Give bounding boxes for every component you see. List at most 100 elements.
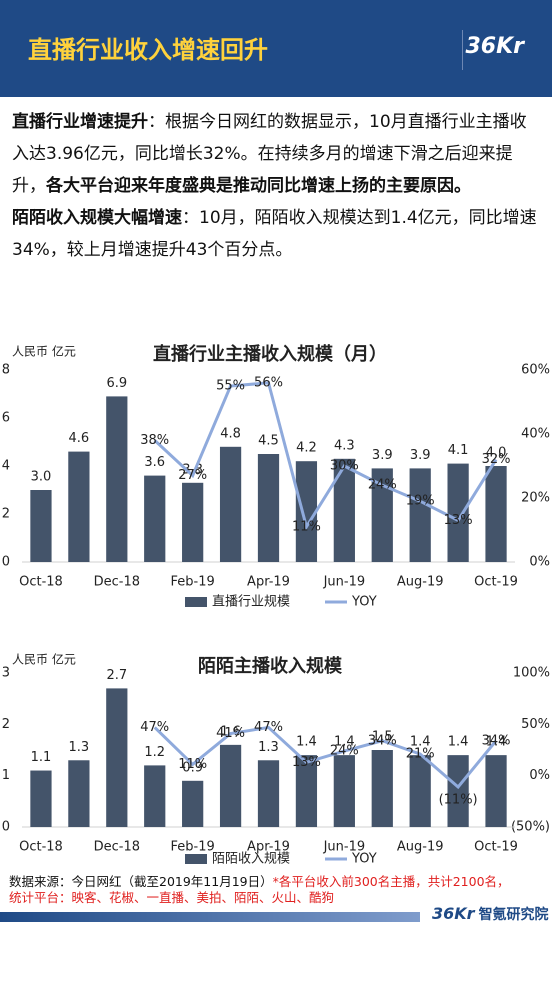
x-tick-label: Oct-18 bbox=[19, 575, 63, 590]
chart-title: 直播行业主播收入规模（月） bbox=[153, 343, 387, 365]
bar bbox=[447, 755, 469, 827]
y2-tick-label: 60% bbox=[521, 363, 550, 378]
x-tick-label: Apr-19 bbox=[247, 840, 290, 855]
line-value-label: 55% bbox=[216, 379, 245, 394]
line-value-label: 11% bbox=[178, 757, 207, 772]
y2-tick-label: (50%) bbox=[511, 820, 550, 835]
bar-value-label: 1.6 bbox=[220, 724, 241, 739]
y-tick-label: 3 bbox=[2, 666, 10, 681]
y-tick-label: 2 bbox=[2, 717, 10, 732]
y-tick-label: 6 bbox=[2, 411, 10, 426]
bar bbox=[295, 755, 318, 827]
legend-label: YOY bbox=[351, 595, 377, 610]
paragraph: 陌陌收入规模大幅增速：10月，陌陌收入规模达到1.4亿元，同比增速34%，较上月… bbox=[12, 202, 542, 266]
y-tick-label: 0 bbox=[2, 820, 10, 835]
y-tick-label: 1 bbox=[2, 768, 10, 783]
footer: 数据来源：今日网红（截至2019年11月19日）*各平台收入前300名主播，共计… bbox=[9, 874, 549, 906]
bar bbox=[182, 780, 204, 827]
brand-name: 智氪研究院 bbox=[478, 907, 549, 923]
bar-value-label: 1.1 bbox=[31, 750, 52, 765]
logo: 36Kr bbox=[465, 34, 524, 59]
y2-tick-label: 0% bbox=[529, 768, 550, 783]
bar bbox=[182, 482, 204, 562]
chart: 陌陌主播收入规模 人民币 亿元 0 1 2 3 (50%) 0% 50% 100% Oct-18 De… bbox=[2, 652, 550, 867]
x-tick-label: Jun-19 bbox=[323, 840, 366, 855]
bar bbox=[447, 463, 469, 562]
legend-label: YOY bbox=[351, 852, 377, 867]
line-value-label: 24% bbox=[368, 478, 397, 493]
y-tick-label: 4 bbox=[2, 459, 10, 474]
header: 直播行业收入增速回升 36Kr bbox=[0, 0, 552, 97]
platforms: 统计平台：映客、花椒、一直播、美拍、陌陌、火山、酷狗 bbox=[9, 890, 335, 905]
line-value-label: 34% bbox=[368, 733, 397, 748]
text-segment: ：10月，陌陌收入规模达到1.4亿元，同比增速34%，较上月增速提升43个百分点… bbox=[12, 208, 537, 260]
bar-value-label: 6.9 bbox=[106, 376, 127, 391]
line-value-label: 19% bbox=[406, 494, 435, 509]
bar-value-label: 1.3 bbox=[69, 740, 90, 755]
text-segment: 各大平台迎来年度盛典是推动同比增速上扬的主要原因。 bbox=[46, 176, 471, 196]
line bbox=[153, 381, 498, 531]
brand-logo: 36Kr bbox=[432, 904, 475, 923]
bar bbox=[371, 468, 393, 562]
footer-band bbox=[0, 912, 420, 922]
x-tick-label: Apr-19 bbox=[247, 575, 290, 590]
x-tick-label: Feb-19 bbox=[171, 840, 215, 855]
bar bbox=[144, 475, 166, 562]
y2-tick-label: 50% bbox=[521, 717, 550, 732]
bar-value-label: 1.2 bbox=[144, 745, 165, 760]
bar-value-label: 3.6 bbox=[144, 455, 165, 470]
bar-value-label: 2.7 bbox=[106, 668, 127, 683]
bar bbox=[144, 765, 166, 827]
legend-label: 陌陌收入规模 bbox=[212, 852, 290, 867]
bar bbox=[30, 770, 52, 827]
bar-value-label: 4.1 bbox=[448, 443, 469, 458]
bar-value-label: 4.5 bbox=[258, 434, 279, 449]
bar-value-label: 1.4 bbox=[296, 735, 317, 750]
bar bbox=[257, 760, 280, 827]
bar bbox=[333, 458, 355, 562]
legend-label: 直播行业规模 bbox=[212, 595, 290, 610]
y-tick-label: 2 bbox=[2, 507, 10, 522]
line-value-label: 41% bbox=[216, 726, 245, 741]
bar bbox=[106, 396, 128, 562]
paragraph: 直播行业增速提升：根据今日网红的数据显示，10月直播行业主播收入达3.96亿元，… bbox=[12, 106, 542, 202]
line-value-label: 27% bbox=[178, 468, 207, 483]
bar bbox=[219, 744, 242, 827]
text-segment: 陌陌收入规模大幅增速 bbox=[12, 208, 182, 228]
legend-swatch bbox=[185, 854, 207, 864]
bar-value-label: 4.8 bbox=[220, 426, 241, 441]
line-value-label: 38% bbox=[140, 433, 169, 448]
x-tick-label: Feb-19 bbox=[171, 575, 215, 590]
bar bbox=[106, 688, 128, 827]
bar-value-label: 4.3 bbox=[334, 438, 355, 453]
y-tick-label: 0 bbox=[2, 555, 10, 570]
y2-tick-label: 40% bbox=[521, 427, 550, 442]
bar-value-label: 3.0 bbox=[31, 470, 52, 485]
legend-swatch bbox=[185, 597, 207, 607]
x-tick-label: Oct-19 bbox=[474, 840, 518, 855]
line-value-label: 34% bbox=[482, 733, 511, 748]
bar bbox=[219, 446, 242, 562]
y2-tick-label: 20% bbox=[521, 491, 550, 506]
bar bbox=[485, 755, 507, 827]
bar bbox=[295, 461, 318, 562]
line-value-label: 24% bbox=[330, 744, 359, 759]
bar-value-label: 1.4 bbox=[410, 735, 431, 750]
bar-value-label: 4.2 bbox=[296, 441, 317, 456]
page-title: 直播行业收入增速回升 bbox=[28, 36, 268, 64]
note: *各平台收入前300名主播，共计2100名， bbox=[272, 874, 510, 889]
line-value-label: 47% bbox=[140, 720, 169, 735]
separator bbox=[462, 30, 463, 70]
x-tick-label: Dec-18 bbox=[94, 840, 140, 855]
bar-value-label: 3.9 bbox=[372, 448, 393, 463]
bar bbox=[68, 760, 90, 827]
y2-tick-label: 0% bbox=[529, 555, 550, 570]
line-value-label: 21% bbox=[406, 747, 435, 762]
bar-value-label: 1.4 bbox=[448, 735, 469, 750]
bar-value-label: 3.9 bbox=[410, 448, 431, 463]
x-tick-label: Oct-18 bbox=[19, 840, 63, 855]
bar bbox=[409, 468, 431, 562]
line-value-label: 56% bbox=[254, 375, 283, 390]
line-value-label: 30% bbox=[330, 459, 359, 474]
bar bbox=[257, 454, 280, 562]
